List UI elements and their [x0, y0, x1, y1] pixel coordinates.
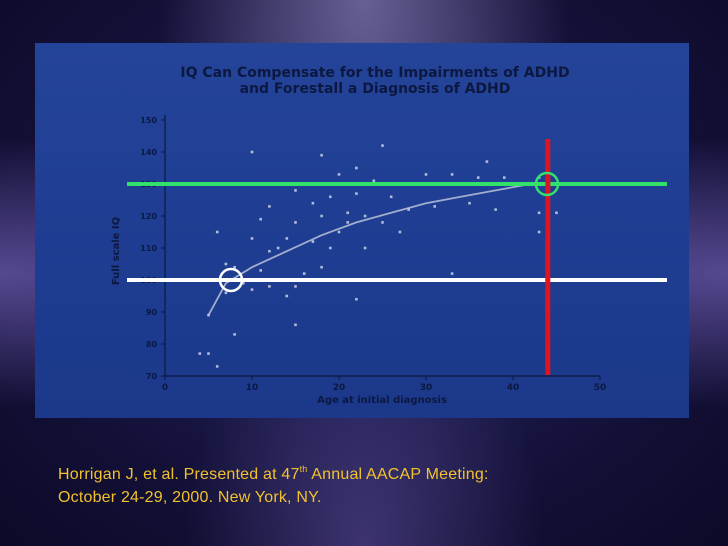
- scatter-point: [424, 173, 428, 176]
- scatter-point: [198, 352, 202, 355]
- scatter-point: [381, 221, 384, 224]
- axes: 70809010011012013014015001020304050: [140, 115, 606, 393]
- scatter-point: [433, 205, 436, 208]
- scatter-point: [450, 173, 454, 176]
- intersection-circle-white: [218, 267, 244, 293]
- scatter-point: [485, 160, 489, 163]
- scatter-point: [242, 281, 245, 285]
- x-tick-label: 20: [333, 383, 346, 393]
- scatter-point: [381, 144, 384, 147]
- scatter-point: [537, 211, 541, 215]
- scatter-point: [207, 352, 210, 355]
- y-axis-label: Full scale IQ: [111, 217, 122, 285]
- scatter-point: [320, 265, 323, 269]
- scatter-point: [337, 173, 341, 176]
- scatter-point: [537, 230, 541, 234]
- regression-curve: [207, 183, 531, 316]
- scatter-point: [207, 313, 210, 317]
- scatter-point: [250, 237, 254, 240]
- scatter-point: [233, 333, 236, 336]
- scatter-point: [285, 237, 289, 240]
- x-axis-label: Age at initial diagnosis: [317, 395, 447, 406]
- scatter-point: [311, 201, 315, 205]
- y-tick-label: 110: [140, 244, 157, 253]
- scatter-point: [224, 262, 228, 266]
- scatter-point: [259, 269, 262, 272]
- scatter-point: [224, 291, 228, 295]
- scatter-point: [311, 240, 315, 243]
- scatter-point: [294, 221, 297, 224]
- scatter-point: [294, 189, 297, 192]
- scatter-point: [285, 294, 289, 298]
- scatter-point: [407, 208, 410, 211]
- x-tick-label: 50: [594, 383, 607, 393]
- intersection-circle-green: [534, 171, 560, 197]
- scatter-point: [346, 211, 349, 215]
- scatter-point: [302, 272, 306, 275]
- y-tick-label: 140: [140, 148, 157, 157]
- y-tick-label: 80: [146, 340, 158, 349]
- citation-superscript: th: [299, 464, 308, 474]
- annotation-overlays: [127, 139, 667, 375]
- x-tick-label: 0: [162, 383, 168, 393]
- fit-curve: [207, 183, 531, 316]
- scatter-point: [268, 249, 271, 253]
- scatter-point: [215, 230, 219, 234]
- y-tick-label: 90: [146, 308, 158, 317]
- scatter-point: [355, 192, 358, 195]
- scatter-point: [555, 211, 558, 215]
- scatter-point: [320, 153, 323, 157]
- scatter-point: [276, 246, 280, 250]
- scatter-point: [329, 246, 332, 250]
- scatter-point: [268, 205, 271, 208]
- scatter-point: [494, 208, 497, 211]
- scatter-point: [320, 214, 323, 218]
- y-tick-label: 70: [146, 372, 158, 381]
- scatter-point: [476, 176, 480, 179]
- x-tick-label: 30: [420, 383, 433, 393]
- scatter-point: [215, 365, 219, 368]
- scatter-point: [233, 265, 236, 269]
- y-tick-label: 150: [140, 116, 157, 125]
- chart-title-line-2: and Forestall a Diagnosis of ADHD: [240, 81, 511, 97]
- scatter-point: [398, 230, 402, 234]
- chart-panel: [35, 43, 689, 418]
- x-tick-label: 40: [507, 383, 520, 393]
- scatter-point: [329, 195, 332, 199]
- x-tick-label: 10: [246, 383, 259, 393]
- scatter-point: [268, 285, 271, 288]
- scatter-point: [355, 297, 358, 301]
- scatter-point: [259, 217, 262, 221]
- scatter-point: [372, 179, 376, 183]
- scatter-chart: IQ Can Compensate for the Impairments of…: [111, 65, 667, 406]
- citation-line-1: Horrigan J, et al. Presented at 47th Ann…: [58, 464, 489, 484]
- citation-text-start: Horrigan J, et al. Presented at 47: [58, 466, 300, 483]
- scatter-point: [450, 272, 454, 275]
- scatter-point: [346, 221, 349, 224]
- citation-line-2: October 24-29, 2000. New York, NY.: [58, 489, 322, 506]
- scatter-point: [503, 176, 506, 179]
- scatter-point: [337, 230, 341, 234]
- scatter-point: [355, 166, 358, 170]
- y-tick-label: 120: [140, 212, 157, 221]
- data-points: [198, 144, 558, 368]
- scatter-point: [363, 246, 367, 250]
- scatter-point: [250, 150, 254, 154]
- scatter-point: [468, 201, 471, 205]
- chart-title-line-1: IQ Can Compensate for the Impairments of…: [180, 65, 569, 81]
- scatter-point: [363, 214, 367, 218]
- citation-text-end: Annual AACAP Meeting:: [307, 466, 489, 483]
- scatter-point: [250, 288, 254, 291]
- scatter-point: [389, 195, 393, 199]
- scatter-point: [294, 323, 297, 327]
- scatter-point: [294, 285, 297, 288]
